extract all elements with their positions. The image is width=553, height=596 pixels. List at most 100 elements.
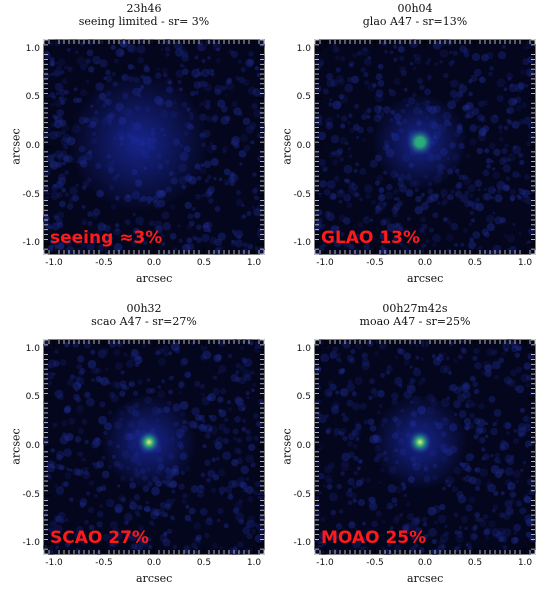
noise-speckle: [424, 88, 432, 96]
noise-speckle: [86, 79, 90, 83]
noise-speckle: [504, 347, 509, 352]
noise-speckle: [521, 102, 528, 109]
noise-speckle: [232, 428, 239, 435]
noise-speckle: [137, 504, 143, 511]
noise-speckle: [418, 379, 424, 386]
noise-speckle: [77, 355, 85, 363]
noise-speckle: [95, 437, 100, 442]
noise-speckle: [376, 410, 382, 415]
noise-speckle: [496, 180, 506, 190]
noise-speckle: [48, 244, 54, 251]
noise-speckle: [516, 346, 522, 352]
noise-speckle: [505, 479, 512, 486]
noise-speckle: [168, 351, 173, 356]
noise-speckle: [145, 500, 149, 505]
noise-speckle: [415, 355, 420, 360]
noise-speckle: [49, 461, 58, 469]
noise-speckle: [432, 233, 441, 243]
noise-speckle: [503, 376, 512, 385]
noise-speckle: [481, 456, 486, 461]
noise-speckle: [351, 391, 357, 397]
noise-speckle: [60, 100, 66, 105]
noise-speckle: [465, 153, 471, 159]
noise-speckle: [351, 183, 359, 191]
noise-speckle: [460, 384, 470, 393]
noise-speckle: [170, 375, 175, 379]
noise-speckle: [247, 496, 254, 503]
noise-speckle: [315, 502, 321, 507]
noise-speckle: [319, 244, 326, 251]
noise-speckle: [52, 113, 56, 118]
noise-speckle: [193, 211, 201, 219]
noise-speckle: [473, 347, 480, 355]
noise-speckle: [488, 520, 496, 528]
noise-speckle: [356, 466, 361, 471]
noise-speckle: [379, 390, 383, 394]
noise-speckle: [389, 526, 394, 531]
noise-speckle: [100, 40, 104, 45]
noise-speckle: [473, 417, 481, 425]
noise-speckle: [82, 471, 91, 480]
noise-speckle: [362, 47, 368, 52]
noise-speckle: [148, 520, 154, 526]
noise-speckle: [481, 228, 489, 236]
noise-speckle: [489, 142, 496, 150]
noise-speckle: [205, 115, 212, 122]
noise-speckle: [479, 426, 487, 434]
noise-speckle: [325, 121, 334, 130]
noise-speckle: [477, 188, 481, 192]
noise-speckle: [58, 58, 66, 66]
noise-speckle: [395, 222, 403, 231]
y-tick-label: 1.0: [296, 43, 311, 54]
noise-speckle: [134, 362, 140, 367]
noise-speckle: [190, 91, 196, 97]
noise-speckle: [230, 240, 237, 247]
noise-speckle: [182, 65, 186, 69]
noise-speckle: [144, 505, 151, 513]
noise-speckle: [340, 231, 345, 237]
noise-speckle: [343, 341, 351, 349]
noise-speckle: [322, 239, 330, 247]
noise-speckle: [339, 189, 344, 194]
noise-speckle: [47, 364, 52, 369]
noise-speckle: [493, 490, 499, 496]
noise-speckle: [470, 238, 474, 242]
noise-speckle: [345, 490, 353, 497]
noise-speckle: [341, 452, 351, 462]
noise-speckle: [403, 359, 410, 366]
noise-speckle: [527, 56, 534, 64]
noise-speckle: [482, 99, 489, 106]
noise-speckle: [322, 88, 329, 95]
noise-speckle: [363, 545, 368, 550]
noise-speckle: [382, 247, 389, 255]
noise-speckle: [504, 454, 514, 463]
noise-speckle: [362, 216, 370, 224]
noise-speckle: [55, 130, 62, 138]
x-tick-label: 0.5: [196, 558, 212, 568]
noise-speckle: [208, 191, 213, 196]
noise-speckle: [343, 217, 351, 225]
noise-speckle: [135, 532, 142, 539]
noise-speckle: [518, 231, 522, 236]
noise-speckle: [154, 225, 163, 234]
noise-speckle: [320, 223, 326, 229]
noise-speckle: [140, 539, 149, 548]
noise-speckle: [510, 454, 515, 459]
noise-speckle: [517, 422, 526, 431]
noise-speckle: [61, 130, 66, 136]
noise-speckle: [227, 353, 233, 359]
noise-speckle: [110, 394, 119, 403]
noise-speckle: [210, 116, 218, 123]
noise-speckle: [191, 206, 196, 211]
noise-speckle: [358, 460, 363, 464]
noise-speckle: [225, 182, 229, 186]
noise-speckle: [238, 499, 243, 504]
noise-speckle: [206, 478, 211, 483]
noise-speckle: [425, 239, 430, 244]
noise-speckle: [54, 484, 59, 489]
noise-speckle: [205, 104, 211, 110]
noise-speckle: [328, 192, 337, 201]
noise-speckle: [507, 158, 511, 162]
noise-speckle: [212, 387, 220, 396]
noise-speckle: [237, 403, 247, 412]
